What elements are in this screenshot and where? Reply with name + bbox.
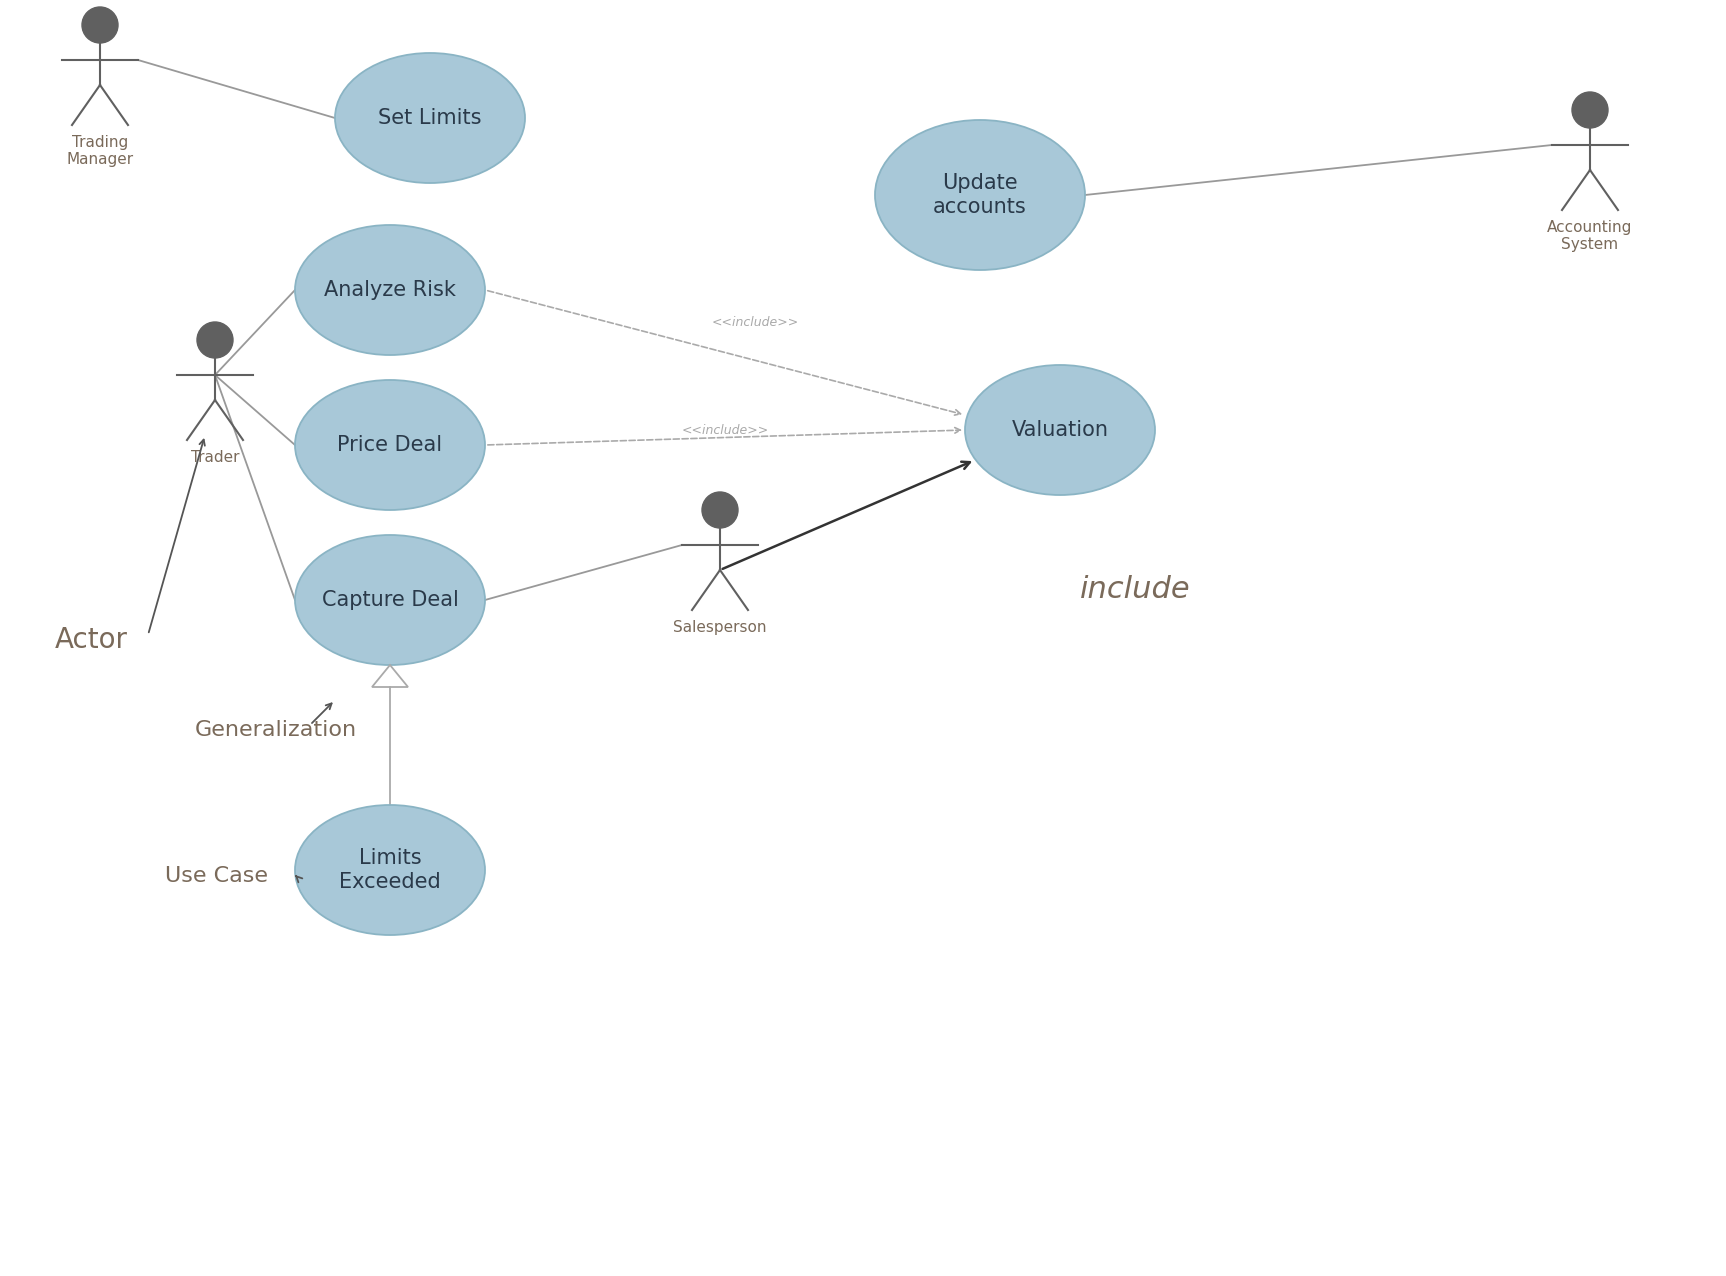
Text: <<include>>: <<include>> bbox=[682, 424, 768, 436]
Circle shape bbox=[1572, 92, 1609, 128]
Circle shape bbox=[702, 493, 739, 528]
Text: Update
accounts: Update accounts bbox=[934, 174, 1027, 217]
Text: include: include bbox=[1080, 575, 1191, 605]
Text: Accounting
System: Accounting System bbox=[1546, 219, 1633, 253]
Text: Actor: Actor bbox=[55, 627, 128, 655]
Text: Trading
Manager: Trading Manager bbox=[66, 135, 133, 167]
Ellipse shape bbox=[295, 225, 485, 355]
Text: Limits
Exceeded: Limits Exceeded bbox=[338, 849, 440, 892]
Text: Use Case: Use Case bbox=[166, 866, 268, 886]
Text: <<include>>: <<include>> bbox=[711, 316, 799, 329]
Text: Generalization: Generalization bbox=[195, 720, 357, 740]
Ellipse shape bbox=[295, 535, 485, 665]
Ellipse shape bbox=[335, 54, 525, 182]
Text: Price Deal: Price Deal bbox=[338, 435, 442, 456]
Ellipse shape bbox=[875, 120, 1086, 271]
Ellipse shape bbox=[295, 380, 485, 510]
Ellipse shape bbox=[295, 805, 485, 935]
Text: Capture Deal: Capture Deal bbox=[321, 590, 459, 610]
Text: Set Limits: Set Limits bbox=[378, 108, 482, 128]
Text: Salesperson: Salesperson bbox=[673, 620, 766, 635]
Circle shape bbox=[83, 6, 117, 43]
Text: Trader: Trader bbox=[192, 450, 240, 464]
Text: Valuation: Valuation bbox=[1011, 420, 1108, 440]
Ellipse shape bbox=[965, 365, 1155, 495]
Circle shape bbox=[197, 322, 233, 359]
Text: Analyze Risk: Analyze Risk bbox=[324, 279, 456, 300]
